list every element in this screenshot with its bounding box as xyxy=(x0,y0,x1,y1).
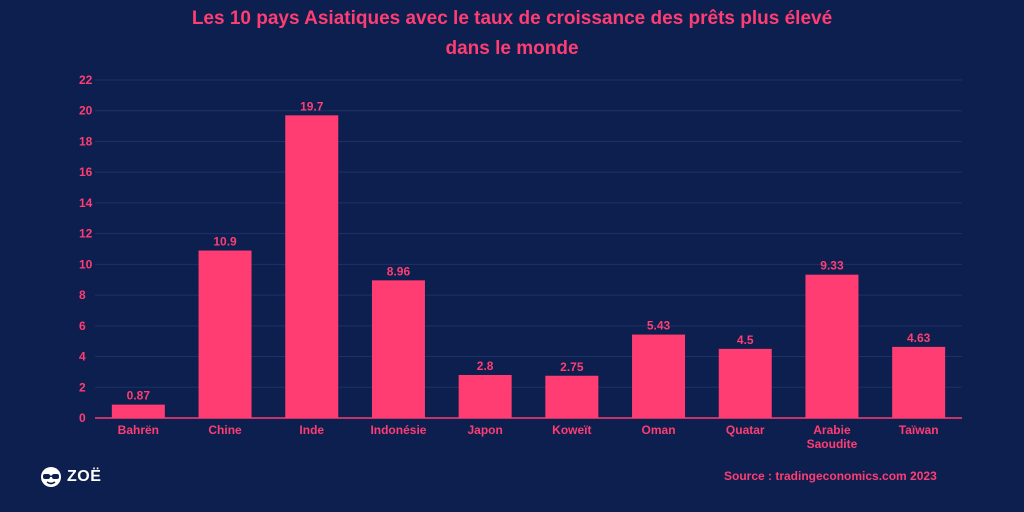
chart-title: Les 10 pays Asiatiques avec le taux de c… xyxy=(0,4,1024,64)
bar-value-label: 4.5 xyxy=(737,333,754,347)
bar xyxy=(718,348,772,418)
bar-value-label: 2.75 xyxy=(560,360,584,374)
y-tick-label: 8 xyxy=(79,288,86,302)
y-tick-label: 2 xyxy=(79,380,86,394)
y-tick-label: 6 xyxy=(79,319,86,333)
chart-title-line-2: dans le monde xyxy=(445,38,579,59)
y-tick-label: 22 xyxy=(79,73,93,87)
y-tick-label: 10 xyxy=(79,257,93,271)
bar xyxy=(632,334,686,418)
y-tick-label: 20 xyxy=(79,104,93,118)
bar xyxy=(285,115,339,418)
x-category-label: Quatar xyxy=(726,423,765,437)
bar xyxy=(198,250,252,418)
bar xyxy=(458,374,512,418)
bar-value-label: 19.7 xyxy=(300,99,324,113)
bar-value-label: 9.33 xyxy=(820,259,844,273)
x-category-label: Bahrën xyxy=(118,423,159,437)
bar-value-label: 2.8 xyxy=(477,359,494,373)
logo-text: ZOË xyxy=(67,468,102,485)
y-tick-label: 14 xyxy=(79,196,93,210)
x-category-label: Koweït xyxy=(552,423,591,437)
bar xyxy=(545,375,599,418)
bar-value-label: 4.63 xyxy=(907,331,931,345)
y-tick-label: 16 xyxy=(79,165,93,179)
bar xyxy=(111,404,165,418)
source-note: Source : tradingeconomics.com 2023 xyxy=(724,469,937,483)
y-tick-label: 12 xyxy=(79,227,93,241)
bar xyxy=(371,280,425,418)
y-tick-label: 0 xyxy=(79,411,86,425)
x-category-label: Japon xyxy=(467,423,502,437)
bar-value-label: 8.96 xyxy=(387,264,411,278)
x-category-label: Arabie xyxy=(813,423,851,437)
x-category-label: Taïwan xyxy=(899,423,939,437)
bar-value-label: 0.87 xyxy=(127,389,151,403)
x-category-label: Chine xyxy=(208,423,242,437)
bar-value-label: 10.9 xyxy=(213,235,237,249)
glasses-face-icon xyxy=(41,467,61,487)
bar xyxy=(892,346,946,418)
x-category-label: Indonésie xyxy=(370,423,426,437)
x-category-label: Saoudite xyxy=(807,437,858,451)
x-category-label: Inde xyxy=(299,423,324,437)
y-tick-label: 18 xyxy=(79,134,93,148)
y-tick-label: 4 xyxy=(79,350,86,364)
x-category-label: Oman xyxy=(642,423,676,437)
bar xyxy=(805,274,859,418)
brand-logo: ZOË xyxy=(40,466,101,488)
bar-value-label: 5.43 xyxy=(647,319,671,333)
chart-title-line-1: Les 10 pays Asiatiques avec le taux de c… xyxy=(191,8,833,29)
